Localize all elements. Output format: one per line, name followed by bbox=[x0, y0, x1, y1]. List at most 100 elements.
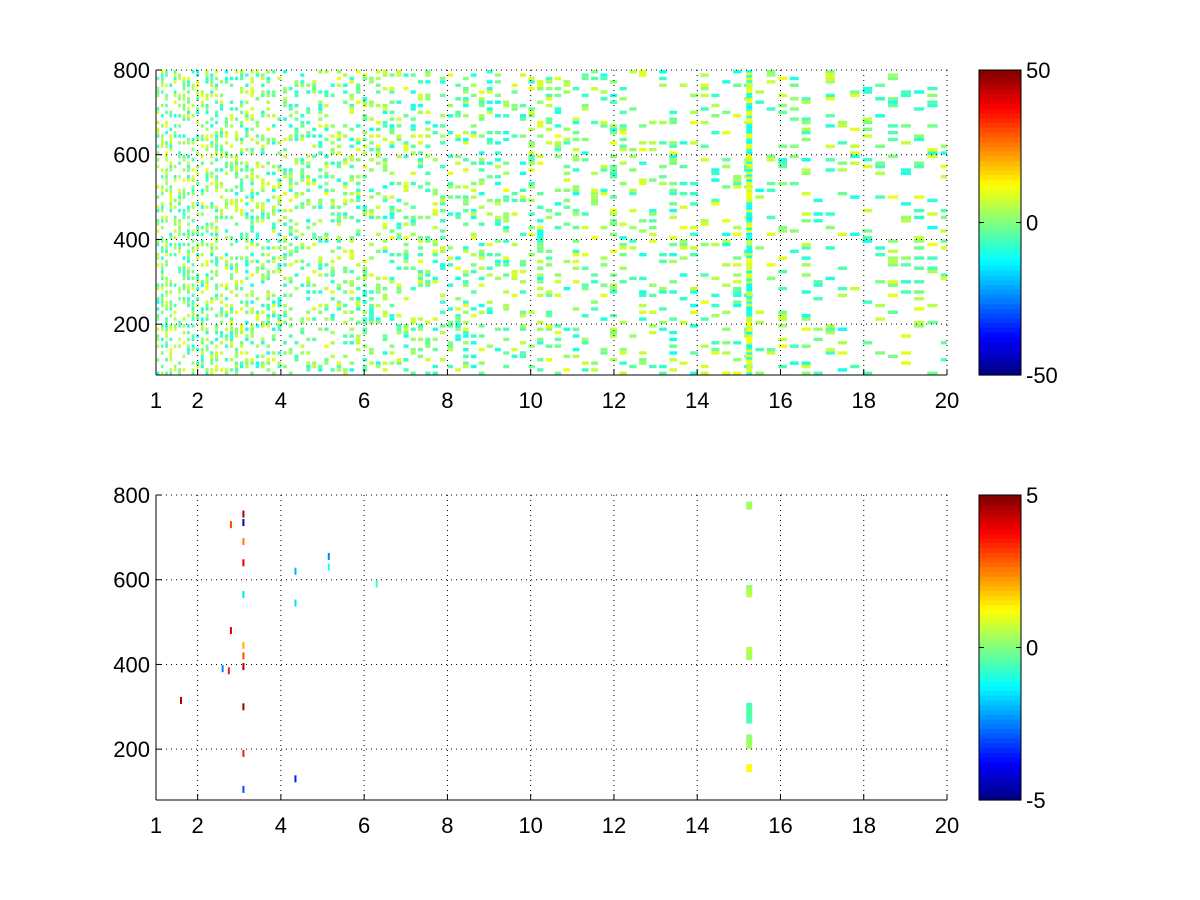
heatmap-cell bbox=[187, 90, 190, 94]
heatmap-cell bbox=[200, 347, 204, 352]
feature-band-cell bbox=[746, 364, 753, 368]
heatmap-cell bbox=[581, 151, 589, 155]
heatmap-cell bbox=[324, 181, 329, 186]
heatmap-cell bbox=[425, 269, 431, 274]
heatmap-cell bbox=[463, 310, 469, 314]
heatmap-cell bbox=[639, 181, 647, 186]
heatmap-cell bbox=[160, 256, 164, 260]
heatmap-cell bbox=[722, 232, 731, 237]
heatmap-cell bbox=[554, 344, 562, 348]
heatmap-cell bbox=[165, 358, 168, 362]
heatmap-cell bbox=[191, 314, 195, 318]
heatmap-cell bbox=[545, 327, 553, 331]
heatmap-cell bbox=[503, 259, 510, 264]
heatmap-cell bbox=[306, 175, 311, 179]
heatmap-cell bbox=[362, 276, 368, 281]
heatmap-cell bbox=[224, 215, 229, 220]
heatmap-cell bbox=[312, 154, 317, 159]
heatmap-cell bbox=[250, 188, 254, 192]
heatmap-cell bbox=[234, 185, 239, 189]
heatmap-cell bbox=[312, 205, 317, 209]
heatmap-cell bbox=[250, 90, 254, 94]
x-tick-label: 8 bbox=[441, 388, 453, 413]
heatmap-cell bbox=[425, 320, 431, 325]
heatmap-cell bbox=[403, 185, 409, 189]
heatmap-cell bbox=[165, 171, 168, 176]
heatmap-cell bbox=[554, 202, 562, 206]
heatmap-cell bbox=[447, 344, 454, 348]
heatmap-cell bbox=[396, 330, 402, 335]
heatmap-cell bbox=[234, 364, 239, 369]
heatmap-cell bbox=[250, 215, 254, 220]
heatmap-cell bbox=[389, 117, 395, 121]
colorbar-swatch bbox=[979, 112, 1021, 119]
heatmap-cell bbox=[503, 239, 510, 243]
heatmap-point bbox=[746, 501, 753, 510]
heatmap-cell bbox=[205, 307, 209, 311]
heatmap-cell bbox=[205, 147, 209, 152]
heatmap-cell bbox=[173, 175, 177, 179]
heatmap-cell bbox=[755, 195, 764, 199]
heatmap-cell bbox=[191, 158, 195, 162]
colorbar-swatch bbox=[979, 566, 1021, 572]
heatmap-cell bbox=[690, 286, 698, 291]
heatmap-cell bbox=[196, 120, 200, 125]
heatmap-point bbox=[746, 764, 753, 773]
heatmap-cell bbox=[572, 158, 580, 162]
feature-band-cell bbox=[746, 242, 753, 246]
heatmap-cell bbox=[545, 249, 553, 253]
heatmap-cell bbox=[639, 70, 647, 74]
heatmap-cell bbox=[403, 222, 409, 226]
heatmap-cell bbox=[733, 263, 742, 267]
heatmap-cell bbox=[362, 317, 368, 321]
heatmap-cell bbox=[609, 232, 618, 237]
heatmap-cell bbox=[255, 297, 260, 301]
heatmap-cell bbox=[156, 358, 160, 362]
heatmap-cell bbox=[306, 351, 311, 355]
heatmap-cell bbox=[478, 103, 485, 108]
heatmap-cell bbox=[182, 93, 186, 98]
heatmap-cell bbox=[165, 131, 168, 135]
heatmap-cell bbox=[160, 266, 164, 270]
heatmap-cell bbox=[389, 314, 395, 318]
heatmap-cell bbox=[733, 175, 742, 179]
heatmap-cell bbox=[591, 300, 598, 304]
heatmap-cell bbox=[927, 124, 938, 128]
colorbar-swatch bbox=[979, 518, 1021, 525]
heatmap-cell bbox=[173, 90, 177, 94]
heatmap-cell bbox=[318, 266, 323, 270]
heatmap-cell bbox=[778, 110, 788, 115]
heatmap-cell bbox=[250, 222, 254, 226]
heatmap-cell bbox=[389, 344, 395, 348]
heatmap-cell bbox=[528, 80, 535, 84]
heatmap-cell bbox=[343, 368, 348, 372]
heatmap-cell bbox=[425, 283, 431, 287]
heatmap-cell bbox=[343, 354, 348, 359]
heatmap-cell bbox=[382, 361, 388, 365]
x-tick-label: 4 bbox=[275, 813, 287, 838]
heatmap-cell bbox=[432, 337, 438, 342]
heatmap-cell bbox=[300, 317, 305, 321]
heatmap-cell bbox=[927, 303, 938, 308]
heatmap-cell bbox=[679, 361, 688, 365]
colorbar-swatch bbox=[979, 690, 1021, 696]
heatmap-cell bbox=[711, 202, 720, 206]
heatmap-cell bbox=[382, 198, 388, 203]
heatmap-cell bbox=[396, 358, 402, 362]
heatmap-cell bbox=[875, 195, 885, 199]
heatmap-cell bbox=[349, 107, 354, 111]
heatmap-cell bbox=[165, 276, 168, 281]
heatmap-cell bbox=[343, 341, 348, 345]
heatmap-cell bbox=[888, 280, 898, 284]
heatmap-cell bbox=[581, 337, 589, 342]
heatmap-cell bbox=[389, 229, 395, 233]
heatmap-cell bbox=[503, 273, 510, 277]
heatmap-cell bbox=[336, 205, 342, 209]
heatmap-cell bbox=[410, 347, 416, 352]
heatmap-cell bbox=[463, 354, 469, 359]
heatmap-cell bbox=[554, 212, 562, 216]
heatmap-cell bbox=[375, 192, 381, 196]
heatmap-cell bbox=[178, 76, 181, 81]
heatmap-cell bbox=[537, 368, 544, 372]
